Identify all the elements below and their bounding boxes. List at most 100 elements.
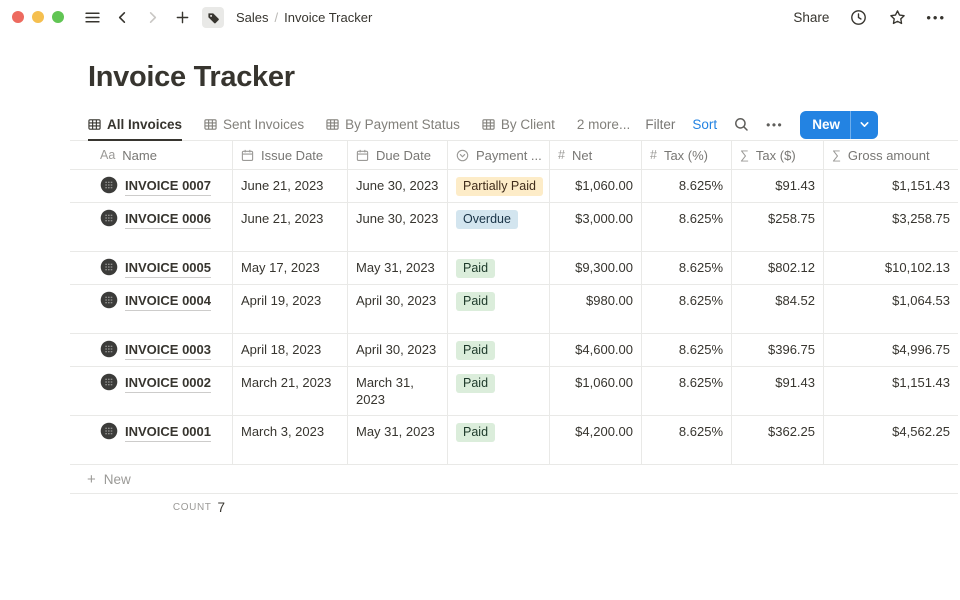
forward-icon[interactable] <box>142 7 162 27</box>
invoice-page-link[interactable]: INVOICE 0007 <box>125 177 211 196</box>
tax-percent-cell[interactable]: 8.625% <box>641 252 731 284</box>
invoice-page-link[interactable]: INVOICE 0004 <box>125 292 211 311</box>
column-header-issue-date[interactable]: Issue Date <box>232 141 347 169</box>
count-calculation[interactable]: COUNT 7 <box>70 494 232 521</box>
net-cell[interactable]: $1,060.00 <box>549 367 641 415</box>
invoice-page-link[interactable]: INVOICE 0005 <box>125 259 211 278</box>
invoice-page-link[interactable]: INVOICE 0003 <box>125 341 211 360</box>
tax-percent-cell[interactable]: 8.625% <box>641 170 731 202</box>
net-cell[interactable]: $9,300.00 <box>549 252 641 284</box>
due-date-cell[interactable]: June 30, 2023 <box>347 170 447 202</box>
invoice-name-cell[interactable]: INVOICE 0001 <box>70 416 232 464</box>
payment-status-cell[interactable]: Paid <box>447 334 549 366</box>
search-icon[interactable] <box>734 117 749 132</box>
gross-amount-cell[interactable]: $1,151.43 <box>823 170 958 202</box>
net-cell[interactable]: $3,000.00 <box>549 203 641 251</box>
due-date-cell[interactable]: April 30, 2023 <box>347 285 447 333</box>
breadcrumb-current[interactable]: Invoice Tracker <box>284 9 373 25</box>
issue-date-cell[interactable]: March 21, 2023 <box>232 367 347 415</box>
filter-button[interactable]: Filter <box>645 117 676 132</box>
issue-date-cell[interactable]: April 19, 2023 <box>232 285 347 333</box>
invoice-name-cell[interactable]: INVOICE 0006 <box>70 203 232 251</box>
tab-all-invoices[interactable]: All Invoices <box>88 109 183 141</box>
page-tag-icon[interactable] <box>202 6 224 28</box>
payment-status-cell[interactable]: Paid <box>447 416 549 464</box>
invoice-name-cell[interactable]: INVOICE 0002 <box>70 367 232 415</box>
payment-status-cell[interactable]: Paid <box>447 367 549 415</box>
column-header-gross-amount[interactable]: ∑ Gross amount <box>823 141 958 169</box>
tax-dollar-cell[interactable]: $362.25 <box>731 416 823 464</box>
net-cell[interactable]: $4,200.00 <box>549 416 641 464</box>
due-date-cell[interactable]: May 31, 2023 <box>347 252 447 284</box>
invoice-name-cell[interactable]: INVOICE 0007 <box>70 170 232 202</box>
invoice-page-link[interactable]: INVOICE 0001 <box>125 423 211 442</box>
issue-date-cell[interactable]: June 21, 2023 <box>232 170 347 202</box>
payment-status-cell[interactable]: Paid <box>447 285 549 333</box>
gross-amount-cell[interactable]: $4,996.75 <box>823 334 958 366</box>
sidebar-menu-icon[interactable] <box>82 7 102 27</box>
payment-status-cell[interactable]: Overdue <box>447 203 549 251</box>
sort-button[interactable]: Sort <box>692 117 718 132</box>
view-options-icon[interactable]: ••• <box>766 117 784 132</box>
breadcrumb-parent[interactable]: Sales <box>236 9 269 25</box>
tax-dollar-cell[interactable]: $84.52 <box>731 285 823 333</box>
page-title[interactable]: Invoice Tracker <box>88 61 295 93</box>
due-date-cell[interactable]: June 30, 2023 <box>347 203 447 251</box>
new-page-icon[interactable] <box>172 7 192 27</box>
invoice-page-link[interactable]: INVOICE 0002 <box>125 374 211 393</box>
invoice-name-cell[interactable]: INVOICE 0004 <box>70 285 232 333</box>
invoice-name-cell[interactable]: INVOICE 0003 <box>70 334 232 366</box>
share-button[interactable]: Share <box>793 9 830 25</box>
column-header-tax-[interactable]: # Tax (%) <box>641 141 731 169</box>
gross-amount-cell[interactable]: $3,258.75 <box>823 203 958 251</box>
history-clock-icon[interactable] <box>848 7 868 27</box>
more-views-link[interactable]: 2 more... <box>576 117 631 132</box>
tax-percent-cell[interactable]: 8.625% <box>641 334 731 366</box>
new-dropdown-chevron-icon[interactable] <box>850 110 878 139</box>
issue-date-cell[interactable]: March 3, 2023 <box>232 416 347 464</box>
due-date-cell[interactable]: March 31, 2023 <box>347 367 447 415</box>
payment-status-cell[interactable]: Paid <box>447 252 549 284</box>
tax-percent-cell[interactable]: 8.625% <box>641 203 731 251</box>
payment-status-cell[interactable]: Partially Paid <box>447 170 549 202</box>
column-header-name[interactable]: Aa Name <box>100 147 157 163</box>
favorite-star-icon[interactable] <box>887 7 907 27</box>
due-date-cell[interactable]: April 30, 2023 <box>347 334 447 366</box>
minimize-window-button[interactable] <box>32 11 44 23</box>
new-button-label[interactable]: New <box>812 117 840 132</box>
net-cell[interactable]: $980.00 <box>549 285 641 333</box>
tax-dollar-cell[interactable]: $91.43 <box>731 367 823 415</box>
tab-sent-invoices[interactable]: Sent Invoices <box>204 109 304 140</box>
column-header-due-date[interactable]: Due Date <box>347 141 447 169</box>
column-header-payment-[interactable]: Payment ... <box>447 141 549 169</box>
more-options-icon[interactable]: ••• <box>926 9 946 25</box>
issue-date-cell[interactable]: April 18, 2023 <box>232 334 347 366</box>
tax-dollar-cell[interactable]: $396.75 <box>731 334 823 366</box>
gross-amount-cell[interactable]: $1,064.53 <box>823 285 958 333</box>
tax-dollar-cell[interactable]: $91.43 <box>731 170 823 202</box>
new-button[interactable]: New <box>800 110 878 139</box>
tax-percent-cell[interactable]: 8.625% <box>641 367 731 415</box>
gross-amount-cell[interactable]: $1,151.43 <box>823 367 958 415</box>
tax-dollar-cell[interactable]: $258.75 <box>731 203 823 251</box>
column-header-net[interactable]: # Net <box>549 141 641 169</box>
issue-date-cell[interactable]: May 17, 2023 <box>232 252 347 284</box>
due-date-cell[interactable]: May 31, 2023 <box>347 416 447 464</box>
gross-amount-cell[interactable]: $10,102.13 <box>823 252 958 284</box>
new-row-button[interactable]: + New <box>70 465 958 494</box>
close-window-button[interactable] <box>12 11 24 23</box>
tab-by-payment-status[interactable]: By Payment Status <box>326 109 460 140</box>
net-cell[interactable]: $1,060.00 <box>549 170 641 202</box>
net-cell[interactable]: $4,600.00 <box>549 334 641 366</box>
tab-by-client[interactable]: By Client <box>482 109 555 140</box>
tax-percent-cell[interactable]: 8.625% <box>641 416 731 464</box>
issue-date-cell[interactable]: June 21, 2023 <box>232 203 347 251</box>
tax-dollar-cell[interactable]: $802.12 <box>731 252 823 284</box>
tax-percent-cell[interactable]: 8.625% <box>641 285 731 333</box>
back-icon[interactable] <box>112 7 132 27</box>
invoice-page-link[interactable]: INVOICE 0006 <box>125 210 211 229</box>
zoom-window-button[interactable] <box>52 11 64 23</box>
invoice-name-cell[interactable]: INVOICE 0005 <box>70 252 232 284</box>
column-header-tax-[interactable]: ∑ Tax ($) <box>731 141 823 169</box>
gross-amount-cell[interactable]: $4,562.25 <box>823 416 958 464</box>
